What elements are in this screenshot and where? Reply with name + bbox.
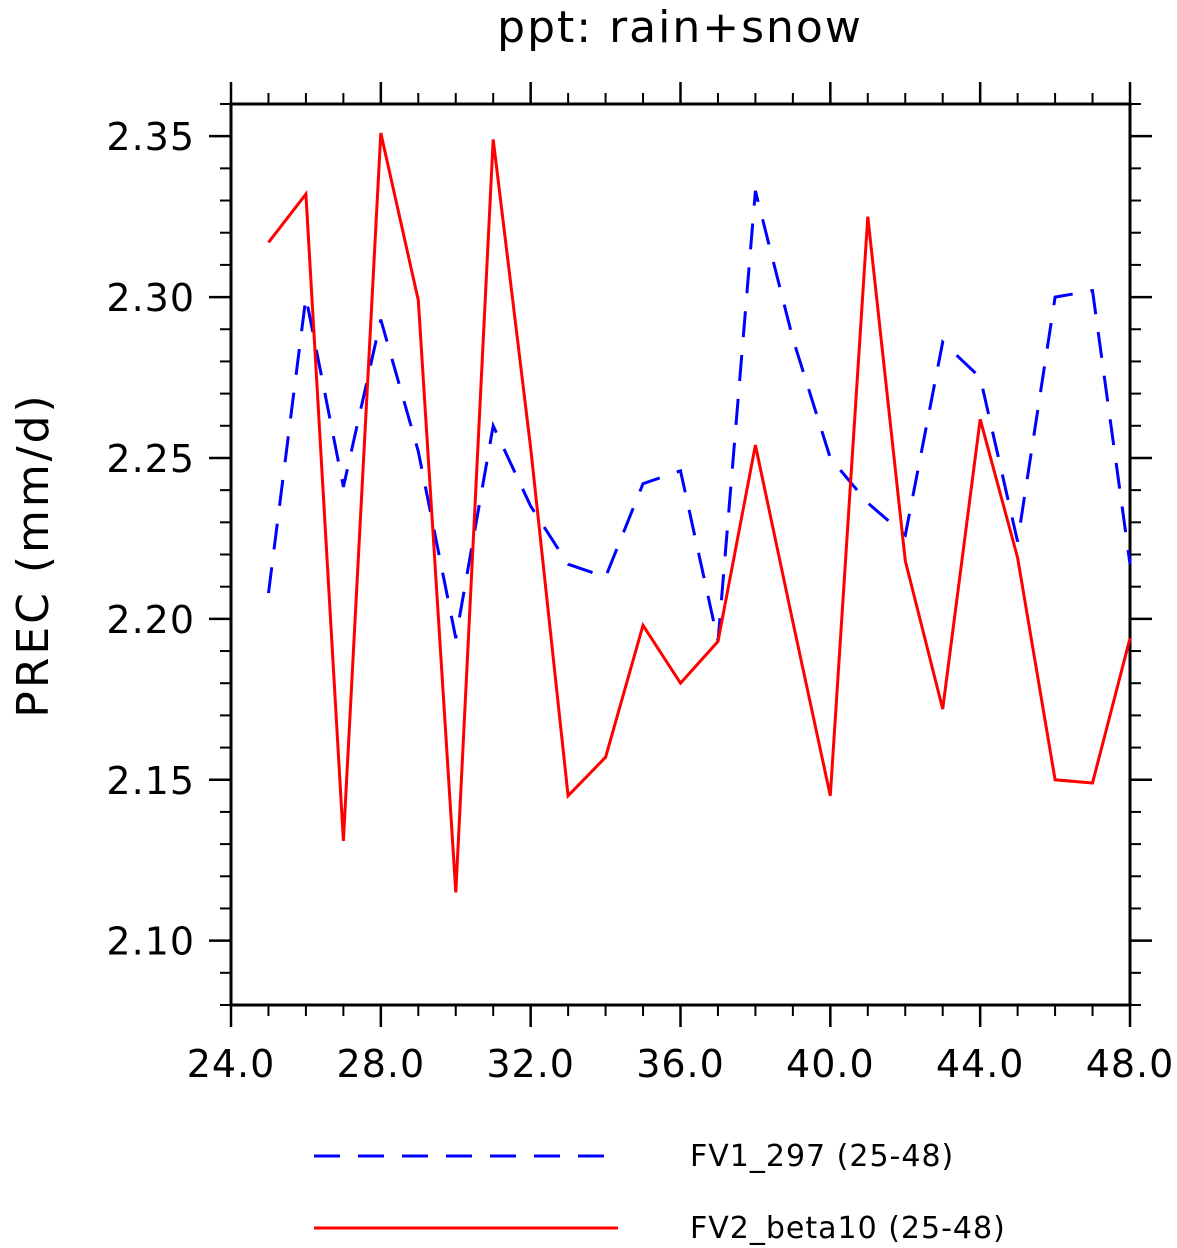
plot-frame	[229, 102, 1132, 1007]
x-tick-label: 44.0	[936, 1042, 1025, 1086]
x-tick-label: 24.0	[187, 1042, 276, 1086]
chart-title: ppt: rain+snow	[497, 2, 863, 53]
y-axis-label: PREC (mm/d)	[8, 392, 59, 717]
y-tick-label: 2.35	[106, 115, 195, 159]
x-tick-label: 32.0	[486, 1042, 575, 1086]
legend-label-2: FV2_beta10 (25-48)	[690, 1211, 1006, 1246]
y-tick-label: 2.20	[106, 598, 195, 642]
y-tick-label: 2.15	[106, 759, 195, 803]
x-tick-label: 48.0	[1086, 1042, 1175, 1086]
series-line-1	[267, 190, 1132, 642]
x-tick-label: 40.0	[786, 1042, 875, 1086]
legend: FV1_297 (25-48) FV2_beta10 (25-48)	[314, 1139, 1006, 1246]
plot-area: 24.0 28.0 32.0 36.0 40.0 44.0 48.0 2.10 2.15 2.20…	[106, 82, 1175, 1086]
x-tick-label: 28.0	[337, 1042, 426, 1086]
x-tick-label: 36.0	[636, 1042, 725, 1086]
legend-label-1: FV1_297 (25-48)	[690, 1139, 954, 1174]
y-tick-label: 2.10	[106, 920, 195, 964]
series-line-2	[267, 132, 1132, 893]
y-tick-label: 2.25	[106, 437, 195, 481]
y-tick-label: 2.30	[106, 276, 195, 320]
